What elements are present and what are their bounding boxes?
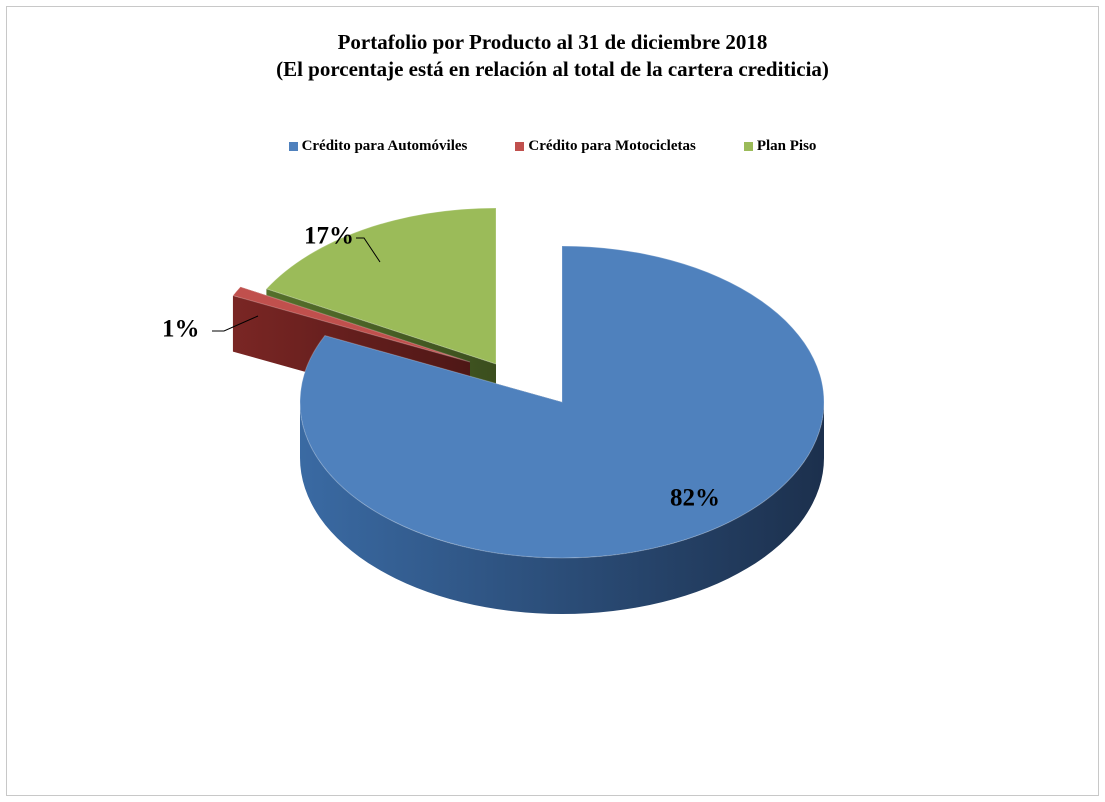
pie-slice-automoviles [299,245,825,559]
legend-swatch-plan-piso [743,142,753,151]
legend-swatch-motocicletas [515,142,525,151]
legend: Crédito para Automóviles Crédito para Mo… [7,138,1098,155]
data-label-automoviles: 82% [670,485,720,512]
legend-item-automoviles: Crédito para Automóviles [288,138,468,155]
chart-title: Portafolio por Producto al 31 de diciemb… [337,30,768,54]
legend-label-plan-piso: Plan Piso [756,138,817,154]
leader-line-motocicletas [212,315,259,332]
pie-slice-motocicletas [232,286,471,363]
legend-item-plan-piso: Plan Piso [743,138,817,155]
legend-swatch-automoviles [288,142,298,151]
legend-label-automoviles: Crédito para Automóviles [301,138,468,154]
data-label-motocicletas: 1% [162,316,200,343]
pie-slice-plan-piso [265,207,497,365]
legend-label-motocicletas: Crédito para Motocicletas [528,138,696,154]
pie-slice-side-automoviles [300,402,824,614]
data-label-plan-piso: 17% [304,223,354,250]
leader-line-plan-piso [356,237,381,263]
chart-subtitle: (El porcentaje está en relación al total… [276,57,829,81]
legend-item-motocicletas: Crédito para Motocicletas [515,138,696,155]
